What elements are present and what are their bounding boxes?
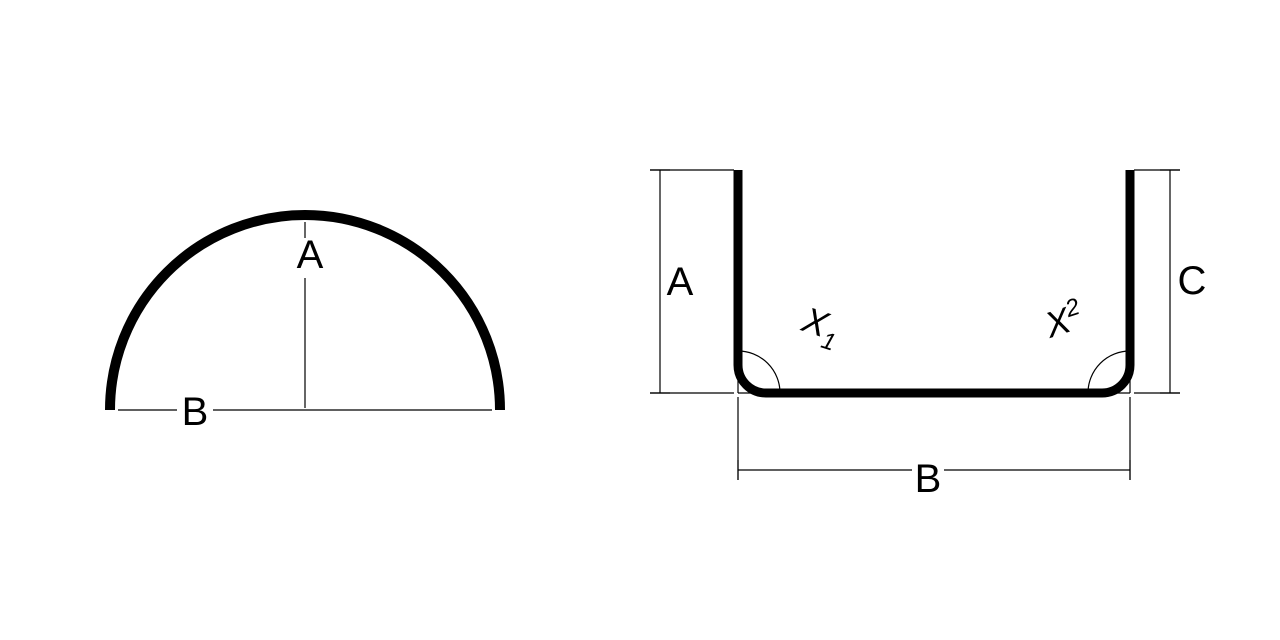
label-x1: X1	[794, 298, 846, 356]
label-c: C	[1178, 259, 1207, 303]
label-x1-group: X1	[794, 298, 846, 356]
label-a2: A	[667, 260, 694, 304]
u-channel-profile	[738, 170, 1130, 393]
label-x2: X2	[1038, 293, 1088, 346]
label-x2-group: X2	[1038, 293, 1088, 346]
label-a: A	[297, 233, 324, 277]
label-b: B	[182, 390, 209, 434]
label-b2: B	[915, 457, 942, 501]
diagram-canvas: A B A C B X1 X2	[0, 0, 1280, 640]
